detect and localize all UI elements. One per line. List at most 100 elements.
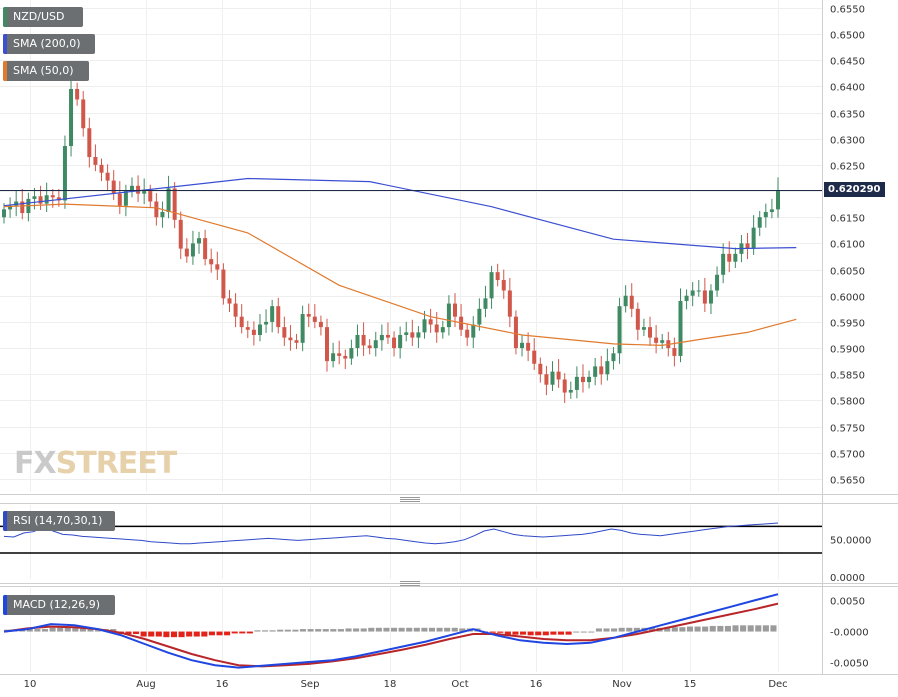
- time-axis-label: 18: [384, 679, 397, 690]
- candle-body: [465, 329, 470, 338]
- macd-histogram-bar: [41, 629, 49, 632]
- candle-body: [684, 295, 689, 301]
- macd-histogram-bar: [140, 631, 147, 637]
- candle-body: [111, 180, 116, 194]
- legend-sma50[interactable]: SMA (50,0): [3, 61, 89, 81]
- macd-histogram-bar: [489, 631, 496, 633]
- macd-histogram-bar: [330, 629, 337, 632]
- macd-histogram-bar: [246, 631, 253, 634]
- candle-body: [611, 353, 616, 362]
- macd-histogram-bar: [292, 629, 299, 632]
- candle-body: [123, 191, 128, 206]
- candle-body: [568, 389, 573, 393]
- macd-histogram-bar: [315, 629, 322, 632]
- candle-body: [282, 327, 287, 338]
- macd-histogram-bar: [57, 627, 64, 632]
- candle-body: [416, 332, 421, 338]
- candle-body: [20, 201, 25, 214]
- macd-histogram-bar: [428, 627, 436, 632]
- pane-resize-handle-macd[interactable]: [400, 581, 420, 587]
- candle-body: [178, 219, 183, 249]
- candle-body: [599, 366, 604, 375]
- macd-histogram-bar: [322, 629, 329, 632]
- candle-body: [721, 253, 726, 275]
- candle-body: [117, 193, 122, 206]
- macd-histogram-bar: [573, 631, 580, 633]
- candle-body: [660, 340, 665, 343]
- macd-histogram-bar: [459, 628, 466, 632]
- candle-body: [446, 303, 451, 328]
- candle-body: [142, 191, 147, 194]
- candle-body: [184, 248, 189, 257]
- price-tick-label: 0.6400: [830, 83, 865, 94]
- candle-body: [776, 189, 780, 210]
- candle-body: [702, 290, 707, 304]
- macd-histogram-bar: [155, 631, 162, 637]
- candle-body: [325, 327, 330, 362]
- candle-body: [483, 298, 488, 309]
- candle-body: [532, 350, 537, 364]
- candle-body: [556, 371, 561, 380]
- candle-body: [489, 272, 494, 299]
- candle-body: [276, 306, 281, 328]
- macd-histogram-bar: [618, 627, 625, 632]
- time-axis-label: Oct: [451, 679, 468, 690]
- price-tick-label: 0.6150: [830, 214, 865, 225]
- price-tick-label: 0.6350: [830, 110, 865, 121]
- legend-rsi[interactable]: RSI (14,70,30,1): [3, 511, 115, 531]
- macd-histogram-bar: [679, 627, 686, 632]
- candle-body: [294, 340, 299, 343]
- candle-body: [751, 227, 756, 249]
- rsi-line: [3, 522, 779, 545]
- candle-body: [440, 327, 445, 333]
- legend-sma200[interactable]: SMA (200,0): [3, 34, 95, 54]
- candle-body: [428, 319, 433, 325]
- macd-histogram-bar: [299, 629, 307, 632]
- macd-histogram-bar: [633, 627, 640, 632]
- macd-histogram-bar: [368, 627, 375, 632]
- price-tick-label: 0.5850: [830, 371, 865, 382]
- pane-resize-handle-rsi[interactable]: [400, 497, 420, 503]
- candle-body: [56, 197, 61, 201]
- candle-body: [763, 211, 768, 218]
- candle-body: [312, 316, 317, 322]
- candle-body: [270, 306, 275, 322]
- candle-body: [392, 337, 397, 349]
- macd-histogram-bar: [603, 628, 610, 632]
- candle-body: [410, 332, 415, 338]
- macd-histogram-bar: [413, 627, 420, 632]
- candle-body: [245, 327, 250, 330]
- macd-histogram-bar: [186, 631, 193, 637]
- macd-histogram-bar: [26, 629, 33, 632]
- macd-histogram-bar: [512, 631, 519, 635]
- macd-histogram-bar: [110, 629, 117, 632]
- candle-body: [520, 342, 525, 349]
- macd-histogram-bar: [702, 626, 709, 632]
- candle-body: [507, 290, 512, 317]
- main-pane-bg: [0, 0, 822, 492]
- price-tick-label: 0.6500: [830, 31, 865, 42]
- candle-body: [617, 306, 622, 354]
- candle-body: [62, 146, 67, 201]
- price-tick-label: 0.6250: [830, 162, 865, 173]
- legend-symbol[interactable]: NZD/USD: [3, 7, 83, 27]
- time-axis-label: 16: [530, 679, 543, 690]
- macd-histogram-bar: [557, 631, 565, 635]
- candle-body: [379, 334, 384, 341]
- legend-macd[interactable]: MACD (12,26,9): [3, 595, 115, 615]
- candle-body: [239, 316, 244, 328]
- candle-body: [172, 188, 177, 220]
- macd-histogram-bar: [724, 625, 731, 632]
- candle-body: [361, 334, 366, 346]
- candle-body: [574, 376, 579, 390]
- candle-body: [148, 191, 153, 202]
- candle-body: [75, 88, 80, 100]
- candle-body: [434, 324, 439, 333]
- macd-histogram-bar: [391, 627, 398, 632]
- candle-body: [331, 353, 336, 362]
- candle-body: [550, 371, 555, 385]
- candle-body: [154, 201, 159, 218]
- candle-body: [306, 314, 311, 317]
- candle-body: [745, 243, 750, 249]
- macd-histogram-bar: [254, 630, 261, 632]
